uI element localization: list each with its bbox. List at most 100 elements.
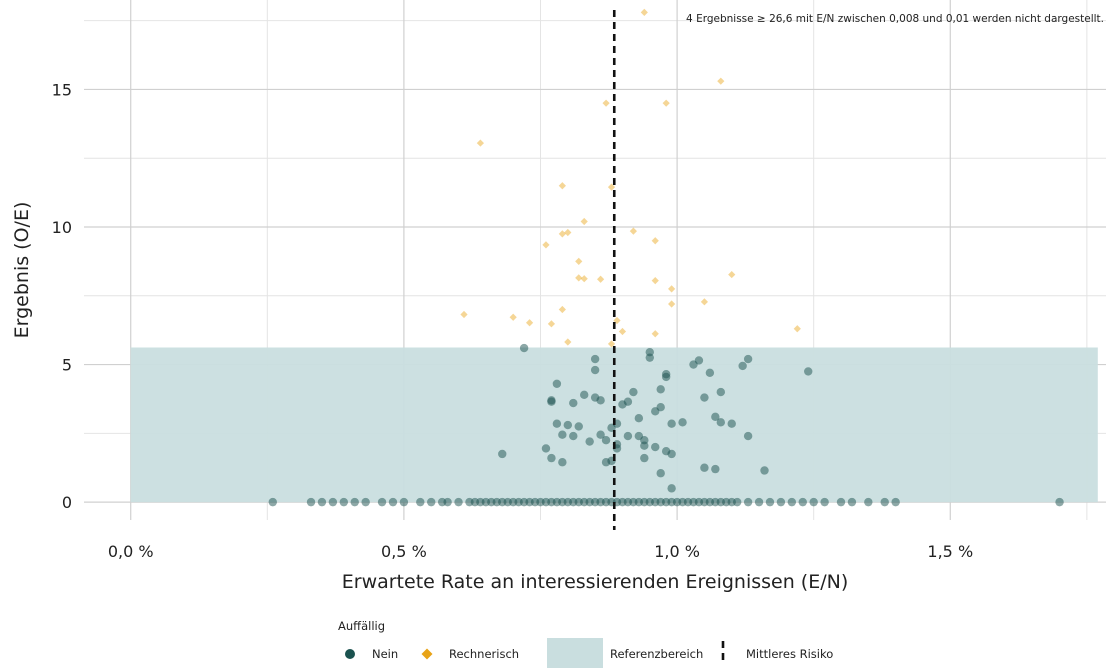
- data-point-nein: [787, 497, 797, 507]
- data-point-nein: [661, 369, 671, 379]
- data-point-nein: [629, 387, 638, 397]
- data-point-rechnerisch: [476, 139, 484, 147]
- data-point-nein: [809, 497, 818, 507]
- data-point-nein: [711, 464, 720, 474]
- data-point-nein: [634, 414, 644, 423]
- data-point-nein: [361, 497, 370, 507]
- data-point-nein: [268, 497, 277, 507]
- data-point-rechnerisch: [602, 99, 610, 107]
- data-point-rechnerisch: [607, 340, 616, 348]
- x-tick-label: 1,5 %: [927, 542, 973, 561]
- data-point-nein: [558, 458, 567, 467]
- legend-referenzbereich-swatch: [547, 638, 603, 668]
- data-point-nein: [563, 420, 573, 430]
- data-point-nein: [640, 453, 649, 463]
- data-point-nein: [454, 497, 463, 507]
- y-axis-ticks: 0 5 10 15: [52, 80, 72, 512]
- data-point-rechnerisch: [580, 217, 588, 226]
- data-point-rechnerisch: [558, 305, 566, 314]
- data-point-nein: [1055, 497, 1064, 507]
- data-point-nein: [743, 497, 753, 507]
- data-point-nein: [541, 444, 551, 453]
- data-point-rechnerisch: [651, 237, 659, 245]
- data-point-nein: [558, 430, 567, 439]
- data-point-nein: [498, 449, 507, 459]
- data-point-rechnerisch: [651, 277, 659, 285]
- data-point-rechnerisch: [547, 320, 556, 328]
- chart-note: 4 Ergebnisse ≥ 26,6 mit E/N zwischen 0,0…: [686, 13, 1104, 25]
- data-point-nein: [847, 497, 857, 507]
- data-point-rechnerisch: [629, 227, 637, 235]
- data-point-nein: [651, 442, 660, 452]
- data-point-nein: [667, 484, 676, 493]
- data-point-nein: [656, 385, 665, 394]
- data-point-nein: [716, 387, 726, 397]
- data-point-nein: [700, 393, 709, 402]
- legend-rechnerisch-label: Rechnerisch: [449, 647, 519, 661]
- data-point-nein: [678, 418, 687, 427]
- data-point-nein: [700, 463, 709, 472]
- data-point-rechnerisch: [618, 327, 627, 336]
- data-point-nein: [694, 356, 704, 365]
- data-point-nein: [727, 419, 736, 428]
- data-point-rechnerisch: [580, 275, 588, 283]
- data-point-nein: [880, 497, 889, 507]
- x-tick-label: 1,0 %: [654, 542, 700, 561]
- data-point-nein: [519, 343, 529, 353]
- data-point-nein: [645, 353, 654, 362]
- data-point-rechnerisch: [640, 8, 648, 16]
- data-point-nein: [732, 497, 742, 507]
- x-tick-label: 0,5 %: [381, 542, 427, 561]
- data-point-nein: [585, 437, 594, 446]
- data-point-nein: [547, 396, 556, 405]
- y-tick-label: 15: [52, 80, 72, 99]
- data-point-nein: [798, 497, 807, 507]
- data-point-nein: [864, 497, 873, 507]
- data-point-nein: [667, 419, 676, 428]
- data-point-nein: [596, 430, 605, 439]
- data-point-rechnerisch: [597, 275, 605, 283]
- data-point-nein: [711, 412, 720, 422]
- data-point-nein: [765, 497, 775, 507]
- data-point-nein: [804, 367, 813, 376]
- data-point-nein: [760, 466, 769, 475]
- data-point-rechnerisch: [668, 285, 676, 293]
- data-point-nein: [339, 497, 349, 507]
- data-point-nein: [388, 497, 398, 507]
- data-point-nein: [754, 497, 764, 507]
- data-point-nein: [306, 497, 316, 507]
- data-point-rechnerisch: [525, 319, 534, 327]
- legend-referenzbereich-label: Referenzbereich: [610, 647, 703, 661]
- y-tick-label: 10: [52, 218, 72, 237]
- data-point-nein: [596, 396, 605, 405]
- x-axis-title: Erwartete Rate an interessierenden Ereig…: [342, 571, 849, 593]
- legend: Auffällig Nein Rechnerisch Referenzberei…: [338, 619, 833, 668]
- data-point-nein: [590, 354, 600, 364]
- data-point-nein: [399, 497, 409, 507]
- data-point-rechnerisch: [700, 298, 709, 306]
- data-point-rechnerisch: [542, 241, 550, 249]
- data-point-nein: [820, 497, 829, 507]
- data-point-nein: [743, 431, 753, 441]
- x-tick-label: 0,0 %: [108, 542, 154, 561]
- data-point-nein: [705, 368, 715, 378]
- data-point-nein: [377, 497, 387, 507]
- data-point-nein: [738, 361, 747, 371]
- data-point-nein: [350, 497, 359, 507]
- series-rechnerisch-points: [460, 8, 801, 348]
- legend-mittleres-risiko-label: Mittleres Risiko: [746, 647, 833, 661]
- data-point-nein: [547, 453, 556, 463]
- data-point-rechnerisch: [668, 300, 676, 308]
- data-point-nein: [416, 497, 425, 507]
- data-point-rechnerisch: [509, 313, 517, 321]
- data-point-rechnerisch: [558, 182, 566, 190]
- data-point-rechnerisch: [651, 330, 659, 338]
- legend-rechnerisch-swatch: [421, 648, 433, 660]
- data-point-nein: [623, 397, 633, 406]
- data-point-nein: [317, 497, 327, 507]
- data-point-nein: [776, 497, 786, 507]
- x-axis-ticks: 0,0 % 0,5 % 1,0 % 1,5 %: [108, 542, 973, 561]
- data-point-nein: [443, 497, 452, 507]
- data-point-nein: [640, 436, 649, 445]
- data-point-nein: [716, 418, 726, 427]
